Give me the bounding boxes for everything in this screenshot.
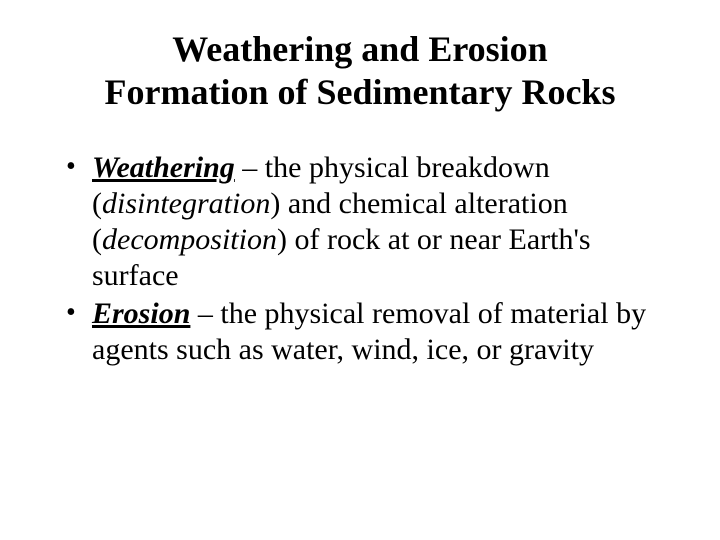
- bullet-list: Weathering – the physical breakdown (dis…: [50, 150, 670, 368]
- list-item: Weathering – the physical breakdown (dis…: [60, 150, 670, 294]
- emphasis-disintegration: disintegration: [102, 187, 270, 220]
- term-erosion: Erosion: [92, 297, 190, 330]
- slide-title: Weathering and Erosion Formation of Sedi…: [50, 28, 670, 114]
- list-item: Erosion – the physical removal of materi…: [60, 296, 670, 368]
- title-line-2: Formation of Sedimentary Rocks: [105, 72, 616, 112]
- emphasis-decomposition: decomposition: [102, 223, 277, 256]
- slide: Weathering and Erosion Formation of Sedi…: [0, 0, 720, 540]
- sep: –: [235, 151, 265, 184]
- title-line-1: Weathering and Erosion: [172, 29, 547, 69]
- term-weathering: Weathering: [92, 151, 235, 184]
- sep: –: [190, 297, 220, 330]
